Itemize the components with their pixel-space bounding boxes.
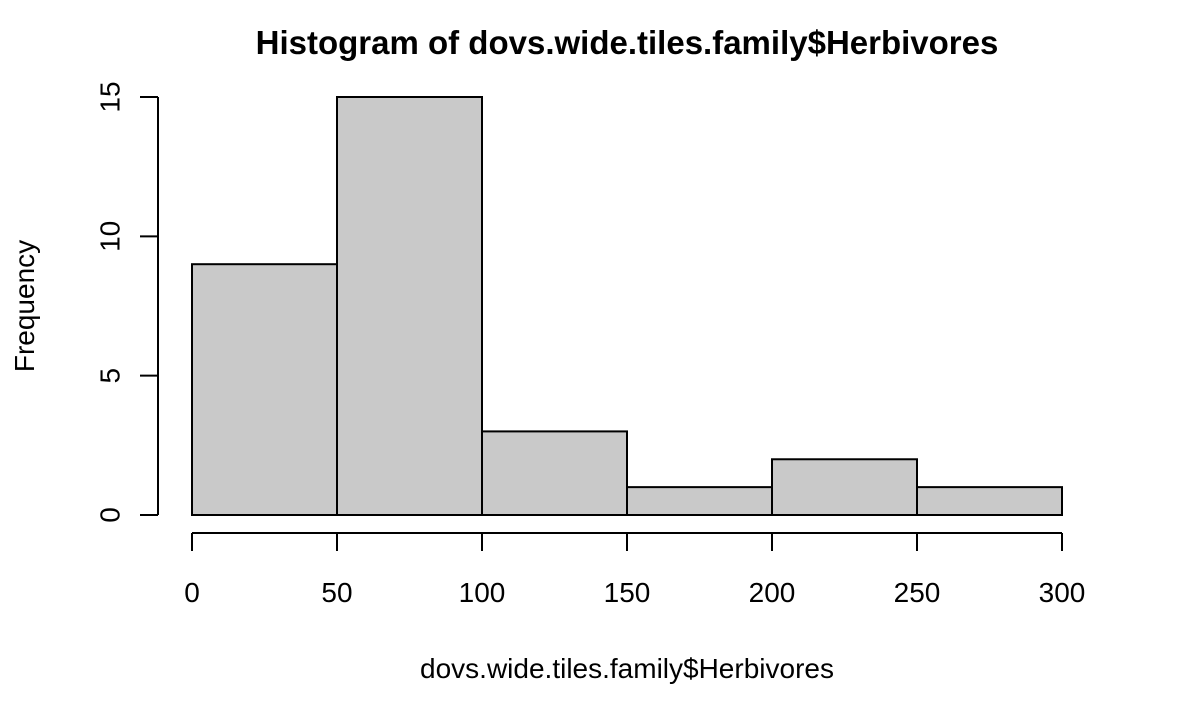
histogram-bar bbox=[481, 430, 628, 516]
x-axis-label: dovs.wide.tiles.family$Herbivores bbox=[420, 653, 834, 684]
bars-group bbox=[191, 96, 1063, 517]
x-axis: 0 50 100 150 200 250 300 bbox=[184, 532, 1086, 608]
x-tick-label: 100 bbox=[459, 577, 506, 608]
x-tick-label: 200 bbox=[749, 577, 796, 608]
x-tick-label: 50 bbox=[321, 577, 352, 608]
chart-title: Histogram of dovs.wide.tiles.family$Herb… bbox=[256, 24, 999, 61]
y-tick-label: 5 bbox=[94, 368, 125, 384]
y-tick-label: 10 bbox=[94, 221, 125, 252]
x-tick-label: 150 bbox=[604, 577, 651, 608]
y-axis: 0 5 10 15 bbox=[94, 81, 159, 523]
histogram-bar bbox=[916, 486, 1063, 516]
histogram-bar bbox=[771, 458, 918, 516]
y-tick-label: 15 bbox=[94, 81, 125, 112]
histogram-bar bbox=[191, 263, 338, 517]
x-tick-label: 0 bbox=[184, 577, 200, 608]
x-tick-label: 300 bbox=[1039, 577, 1086, 608]
histogram-bar bbox=[626, 486, 773, 516]
x-tick-label: 250 bbox=[894, 577, 941, 608]
histogram-bar bbox=[336, 96, 483, 516]
y-axis-label: Frequency bbox=[9, 240, 40, 372]
y-tick-label: 0 bbox=[94, 507, 125, 523]
